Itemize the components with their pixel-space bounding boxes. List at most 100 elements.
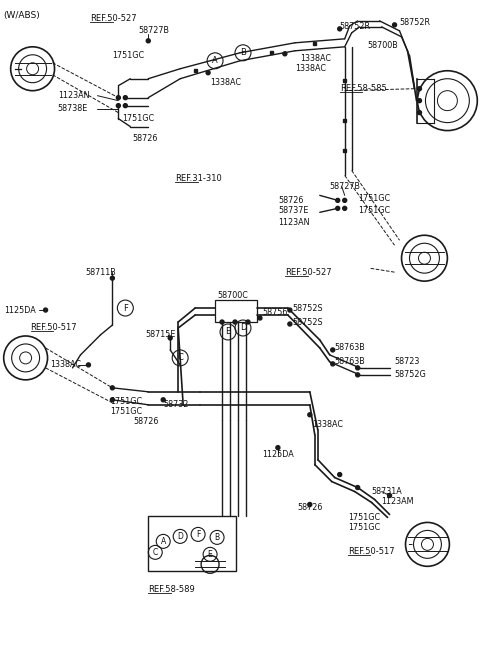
Circle shape: [276, 445, 280, 449]
Text: 1751GC: 1751GC: [358, 206, 390, 215]
Circle shape: [288, 308, 292, 312]
Text: 1751GC: 1751GC: [358, 194, 390, 203]
Circle shape: [338, 472, 342, 477]
Circle shape: [283, 52, 287, 56]
Circle shape: [220, 320, 224, 324]
Text: B: B: [215, 533, 220, 542]
Circle shape: [110, 276, 114, 280]
Text: 58727B: 58727B: [138, 26, 169, 35]
Text: 58732: 58732: [163, 400, 189, 409]
Text: 58752S: 58752S: [293, 318, 324, 326]
Text: 1751GC: 1751GC: [110, 407, 143, 417]
Text: 1338AC: 1338AC: [210, 78, 241, 87]
Text: REF.31-310: REF.31-310: [175, 174, 222, 183]
Circle shape: [336, 198, 340, 202]
Text: 1751GC: 1751GC: [348, 513, 380, 522]
Circle shape: [331, 348, 335, 352]
Text: F: F: [196, 530, 200, 539]
Text: 1338AC: 1338AC: [300, 54, 331, 64]
Circle shape: [116, 96, 120, 100]
Text: 1751GC: 1751GC: [110, 398, 143, 406]
Text: REF.50-527: REF.50-527: [90, 14, 137, 24]
Text: REF.50-517: REF.50-517: [31, 324, 77, 333]
Circle shape: [146, 39, 150, 43]
Text: A: A: [161, 537, 166, 546]
Text: 58700B: 58700B: [368, 41, 398, 50]
Text: D: D: [177, 532, 183, 541]
Text: 1338AC: 1338AC: [312, 421, 343, 429]
Bar: [343, 79, 346, 83]
Text: 58726: 58726: [278, 196, 303, 205]
Bar: [313, 43, 316, 45]
Circle shape: [387, 493, 392, 498]
Bar: [343, 149, 346, 152]
Bar: [343, 119, 346, 122]
Circle shape: [308, 502, 312, 506]
Text: 58726: 58726: [298, 503, 323, 512]
Text: 1125DA: 1125DA: [262, 450, 294, 459]
Circle shape: [338, 27, 342, 31]
Text: A: A: [212, 56, 218, 66]
Circle shape: [168, 336, 172, 340]
Circle shape: [161, 398, 165, 402]
Bar: [215, 300, 257, 322]
Circle shape: [246, 320, 250, 324]
Text: 58711B: 58711B: [85, 268, 116, 276]
Text: 1123AN: 1123AN: [278, 218, 310, 227]
Text: 1751GC: 1751GC: [112, 51, 144, 60]
Text: 58738E: 58738E: [58, 104, 88, 113]
Circle shape: [343, 206, 347, 210]
Text: 58752G: 58752G: [395, 370, 426, 379]
Circle shape: [308, 413, 312, 417]
Circle shape: [44, 308, 48, 312]
Text: REF.58-585: REF.58-585: [340, 84, 386, 93]
Circle shape: [110, 398, 114, 402]
Circle shape: [418, 111, 421, 115]
Text: 58756: 58756: [262, 308, 288, 316]
Text: 1751GC: 1751GC: [348, 523, 380, 532]
Circle shape: [356, 373, 360, 377]
Text: REF.50-527: REF.50-527: [285, 268, 332, 276]
Text: 1123AM: 1123AM: [382, 497, 414, 506]
Text: B: B: [240, 48, 246, 57]
Bar: [148, 516, 236, 571]
Text: D: D: [240, 324, 246, 333]
Text: 1125DA: 1125DA: [4, 305, 36, 314]
Text: 58731A: 58731A: [372, 487, 402, 496]
Text: F: F: [123, 303, 128, 312]
Text: 1338AC: 1338AC: [50, 360, 82, 369]
Text: C: C: [153, 548, 158, 557]
Text: E: E: [208, 550, 213, 559]
Circle shape: [123, 103, 127, 107]
Circle shape: [356, 485, 360, 489]
Text: 58763B: 58763B: [335, 343, 365, 352]
Circle shape: [258, 316, 262, 320]
Circle shape: [331, 362, 335, 366]
Circle shape: [393, 23, 396, 27]
Circle shape: [336, 206, 340, 210]
Text: 58727B: 58727B: [330, 182, 361, 191]
Text: 1338AC: 1338AC: [295, 64, 326, 73]
Circle shape: [123, 96, 127, 100]
Circle shape: [116, 103, 120, 107]
Text: 58752R: 58752R: [340, 22, 371, 31]
Text: 58726: 58726: [132, 134, 158, 143]
Text: 58737E: 58737E: [278, 206, 308, 215]
Text: C: C: [177, 354, 183, 362]
Text: 58763B: 58763B: [335, 358, 365, 366]
Text: 58752R: 58752R: [399, 18, 431, 28]
Circle shape: [356, 366, 360, 370]
Text: 58700C: 58700C: [217, 291, 248, 299]
Text: 58752S: 58752S: [293, 303, 324, 312]
Circle shape: [343, 198, 347, 202]
Text: 58715E: 58715E: [145, 331, 176, 339]
Circle shape: [206, 71, 210, 75]
Text: (W/ABS): (W/ABS): [4, 11, 40, 20]
Text: E: E: [226, 328, 231, 337]
Circle shape: [418, 99, 421, 103]
Text: REF.58-589: REF.58-589: [148, 585, 195, 593]
Circle shape: [288, 322, 292, 326]
Circle shape: [86, 363, 90, 367]
Text: 58726: 58726: [133, 417, 159, 426]
Text: 1123AN: 1123AN: [59, 91, 90, 100]
